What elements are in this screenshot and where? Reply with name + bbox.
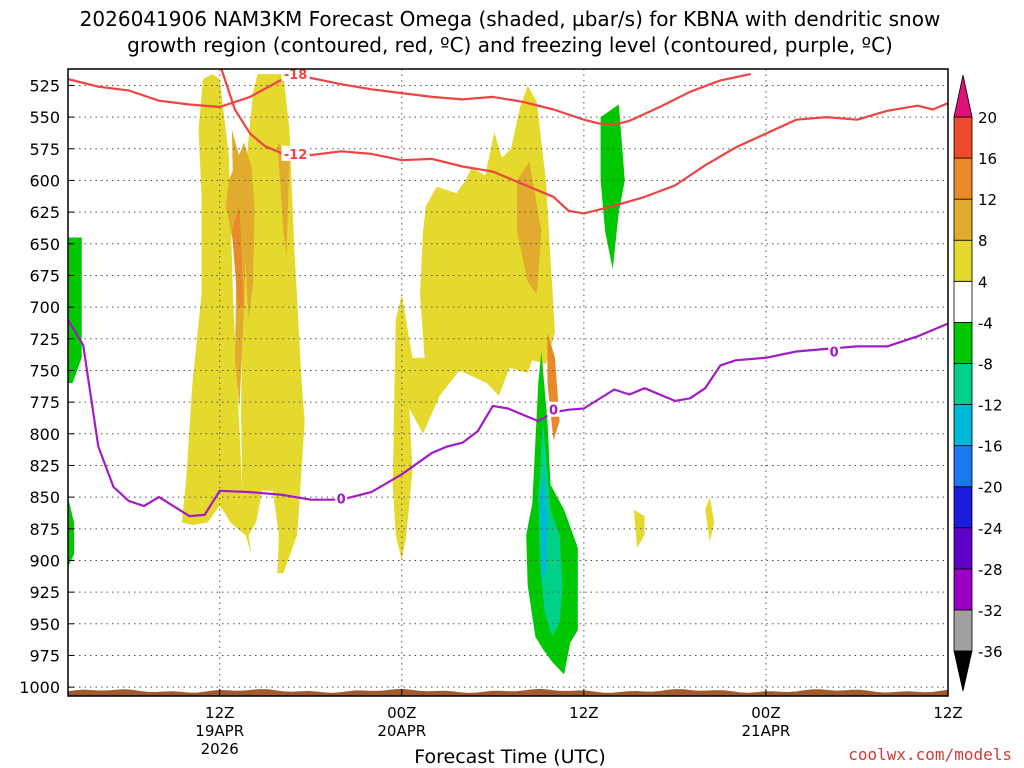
omega-shaded-region-13 (68, 497, 75, 567)
omega-shaded-region-7 (231, 129, 243, 232)
contour-label-background (547, 401, 560, 417)
colorbar-label: 20 (978, 109, 997, 127)
contour-line-minus18 (68, 73, 752, 126)
colorbar-label: -28 (978, 561, 1003, 579)
contour-label-background (828, 343, 841, 359)
omega-shaded-region-3 (225, 142, 255, 320)
y-tick-label: 750 (29, 361, 60, 380)
y-axis-ticks: 525 550 575 600 625 650 675 700 725 750 775 800 825 8… (19, 76, 74, 697)
y-tick-label: 700 (29, 298, 60, 317)
y-tick-label: 550 (29, 108, 60, 127)
contour-labels: -18 -12 0 0 0 (281, 66, 841, 507)
omega-shaded-region-15 (526, 351, 578, 675)
colorbar-swatch (953, 157, 973, 200)
colorbar-swatch (953, 239, 973, 282)
colorbar-label: -8 (978, 355, 993, 373)
colorbar-label: -24 (978, 520, 1003, 538)
x-tick-label: 2026 (201, 740, 239, 758)
terrain-surface (68, 688, 948, 696)
y-tick-label: 875 (29, 520, 60, 539)
y-tick-label: 800 (29, 425, 60, 444)
y-tick-label: 625 (29, 203, 60, 222)
chart-title: 2026041906 NAM3KM Forecast Omega (shaded… (80, 7, 941, 57)
colorbar-label: -16 (978, 438, 1003, 456)
colorbar-under-arrow (953, 650, 973, 692)
contour-label-1: -12 (284, 148, 308, 163)
y-tick-label: 600 (29, 171, 60, 190)
y-tick-label: 525 (29, 76, 60, 95)
x-tick-label: 19APR (195, 722, 244, 740)
x-axis-title: Forecast Time (UTC) (414, 746, 605, 768)
colorbar-label: 4 (978, 273, 988, 291)
omega-shaded-region-2 (392, 85, 555, 561)
contour-label-background (335, 490, 348, 506)
omega-shaded-region-12 (68, 237, 82, 384)
terrain-fill (68, 688, 948, 696)
colorbar-label: -20 (978, 479, 1003, 497)
omega-shaded-region-1 (241, 74, 305, 574)
plot-frame (67, 68, 949, 697)
contour-label-0: -18 (284, 68, 308, 83)
colorbar: -36 -32 -28 -24 -20 -16 -12 -8 -4 4 8 12 16 20 (953, 74, 1003, 692)
omega-shaded-region-17 (539, 471, 548, 580)
colorbar-swatch (953, 527, 973, 570)
y-tick-label: 775 (29, 393, 60, 412)
y-tick-label: 1000 (19, 678, 60, 697)
omega-shaded-region-14 (600, 104, 625, 270)
x-tick-label: 12Z (569, 704, 598, 722)
omega-shading-layer (68, 74, 715, 675)
colorbar-swatch (953, 198, 973, 241)
chart-title-line-2: growth region (contoured, red, ºC) and f… (127, 33, 893, 57)
contour-label-2: 0 (337, 492, 346, 507)
y-tick-label: 950 (29, 615, 60, 634)
contour-line-0 (68, 319, 948, 518)
colorbar-label: 8 (978, 232, 988, 250)
contour-label-background (281, 66, 310, 82)
y-tick-label: 575 (29, 140, 60, 159)
colorbar-label: -32 (978, 602, 1003, 620)
colorbar-label: -36 (978, 643, 1003, 661)
colorbar-swatch (953, 363, 973, 405)
omega-shaded-region-8 (231, 205, 244, 308)
colorbar-label: -4 (978, 314, 993, 332)
credit-text: coolwx.com/models (848, 745, 1012, 764)
contour-label-background (281, 145, 310, 161)
colorbar-label: -12 (978, 397, 1003, 415)
y-tick-label: 725 (29, 330, 60, 349)
omega-shaded-region-5 (517, 161, 542, 295)
colorbar-swatch (953, 404, 973, 447)
y-tick-label: 650 (29, 235, 60, 254)
omega-shaded-region-10 (705, 497, 715, 542)
y-tick-label: 825 (29, 456, 60, 475)
colorbar-label: 12 (978, 191, 997, 209)
y-tick-label: 975 (29, 646, 60, 665)
y-tick-label: 925 (29, 583, 60, 602)
omega-shaded-region-4 (277, 142, 290, 257)
x-tick-label: 00Z (751, 704, 780, 722)
colorbar-swatch (953, 321, 973, 364)
colorbar-over-arrow (953, 74, 973, 118)
contour-label-4: 0 (830, 345, 839, 360)
colorbar-swatch (953, 445, 973, 488)
colorbar-swatch (953, 609, 973, 652)
omega-shaded-region-11 (633, 509, 645, 548)
colorbar-swatch (953, 116, 973, 159)
contour-label-3: 0 (549, 404, 558, 419)
colorbar-label: 16 (978, 150, 997, 168)
colorbar-swatch (953, 486, 973, 529)
y-tick-label: 900 (29, 551, 60, 570)
y-tick-label: 850 (29, 488, 60, 507)
x-tick-label: 00Z (387, 704, 416, 722)
chart-title-line-1: 2026041906 NAM3KM Forecast Omega (shaded… (80, 7, 941, 31)
x-tick-label: 12Z (933, 704, 962, 722)
x-tick-label: 20APR (377, 722, 426, 740)
y-tick-label: 675 (29, 266, 60, 285)
x-tick-label: 21APR (742, 722, 791, 740)
colorbar-swatch (953, 280, 973, 323)
colorbar-swatch (953, 568, 973, 611)
x-tick-label: 12Z (205, 704, 234, 722)
